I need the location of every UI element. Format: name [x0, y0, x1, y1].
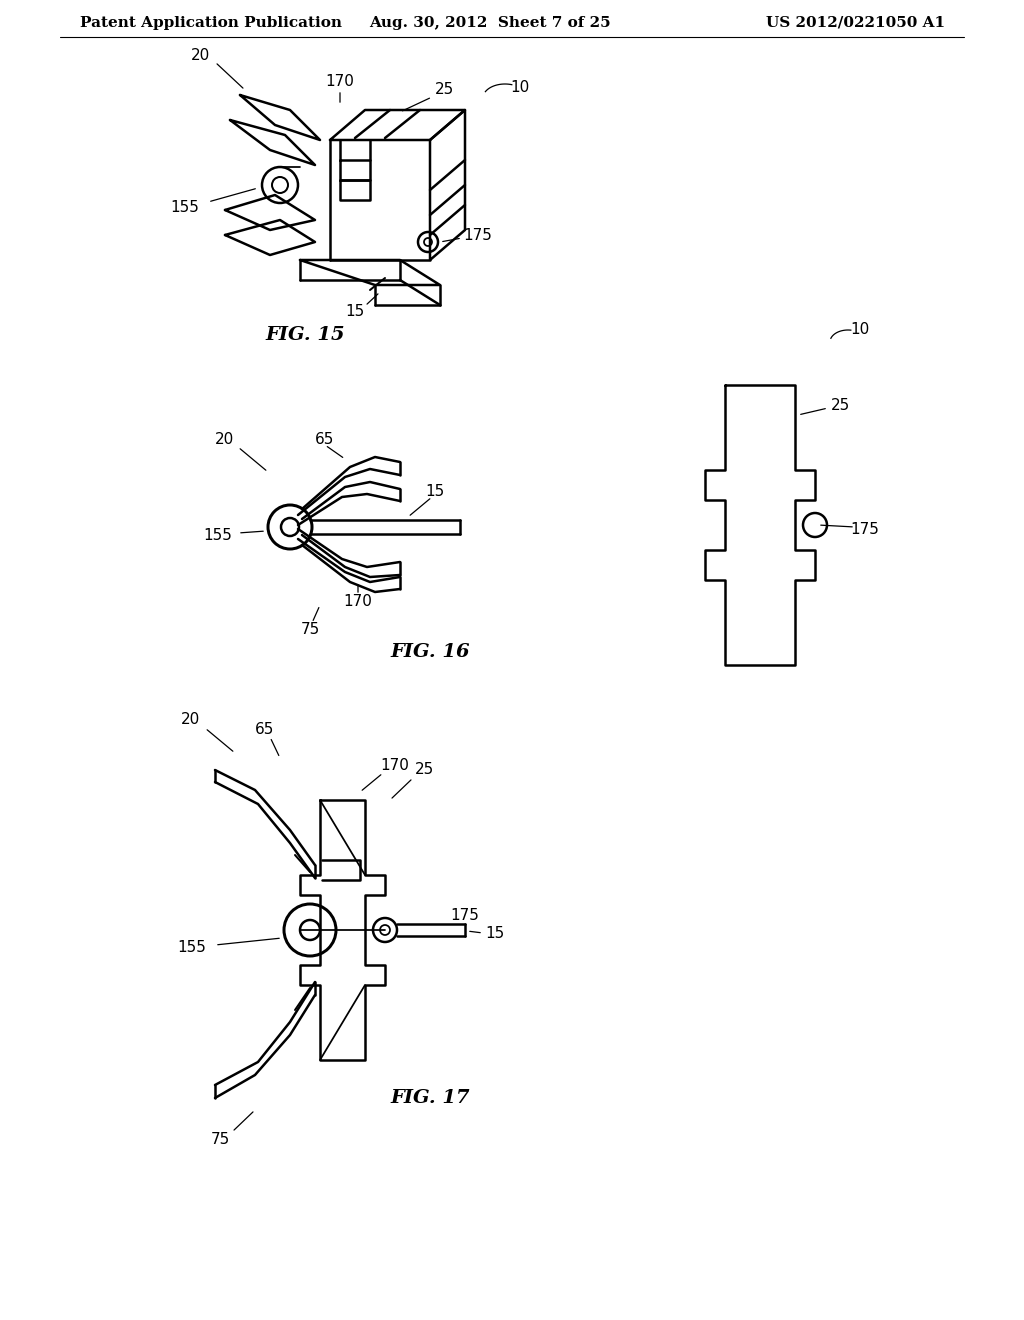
Text: FIG. 15: FIG. 15	[265, 326, 345, 345]
Text: FIG. 16: FIG. 16	[390, 643, 470, 661]
Text: 15: 15	[485, 927, 505, 941]
Text: 25: 25	[435, 82, 455, 98]
Text: 10: 10	[510, 81, 529, 95]
Text: 155: 155	[177, 940, 207, 956]
Text: Patent Application Publication: Patent Application Publication	[80, 16, 342, 30]
Text: 20: 20	[190, 48, 210, 62]
Text: 175: 175	[851, 523, 880, 537]
Text: 175: 175	[451, 908, 479, 924]
Text: 25: 25	[416, 763, 434, 777]
Text: 15: 15	[425, 484, 444, 499]
Text: 155: 155	[171, 201, 200, 215]
Text: 15: 15	[345, 305, 365, 319]
Text: FIG. 17: FIG. 17	[390, 1089, 470, 1107]
Text: 170: 170	[381, 758, 410, 772]
Text: 25: 25	[830, 397, 850, 412]
Text: Aug. 30, 2012  Sheet 7 of 25: Aug. 30, 2012 Sheet 7 of 25	[370, 16, 610, 30]
Text: 20: 20	[180, 713, 200, 727]
Text: US 2012/0221050 A1: US 2012/0221050 A1	[766, 16, 945, 30]
Text: 75: 75	[300, 622, 319, 636]
Text: 65: 65	[315, 432, 335, 446]
Text: 65: 65	[255, 722, 274, 738]
Text: 170: 170	[344, 594, 373, 610]
Text: 175: 175	[464, 227, 493, 243]
Text: 155: 155	[204, 528, 232, 543]
Text: 75: 75	[210, 1133, 229, 1147]
Text: 170: 170	[326, 74, 354, 90]
Text: 10: 10	[850, 322, 869, 338]
Text: 20: 20	[215, 432, 234, 446]
